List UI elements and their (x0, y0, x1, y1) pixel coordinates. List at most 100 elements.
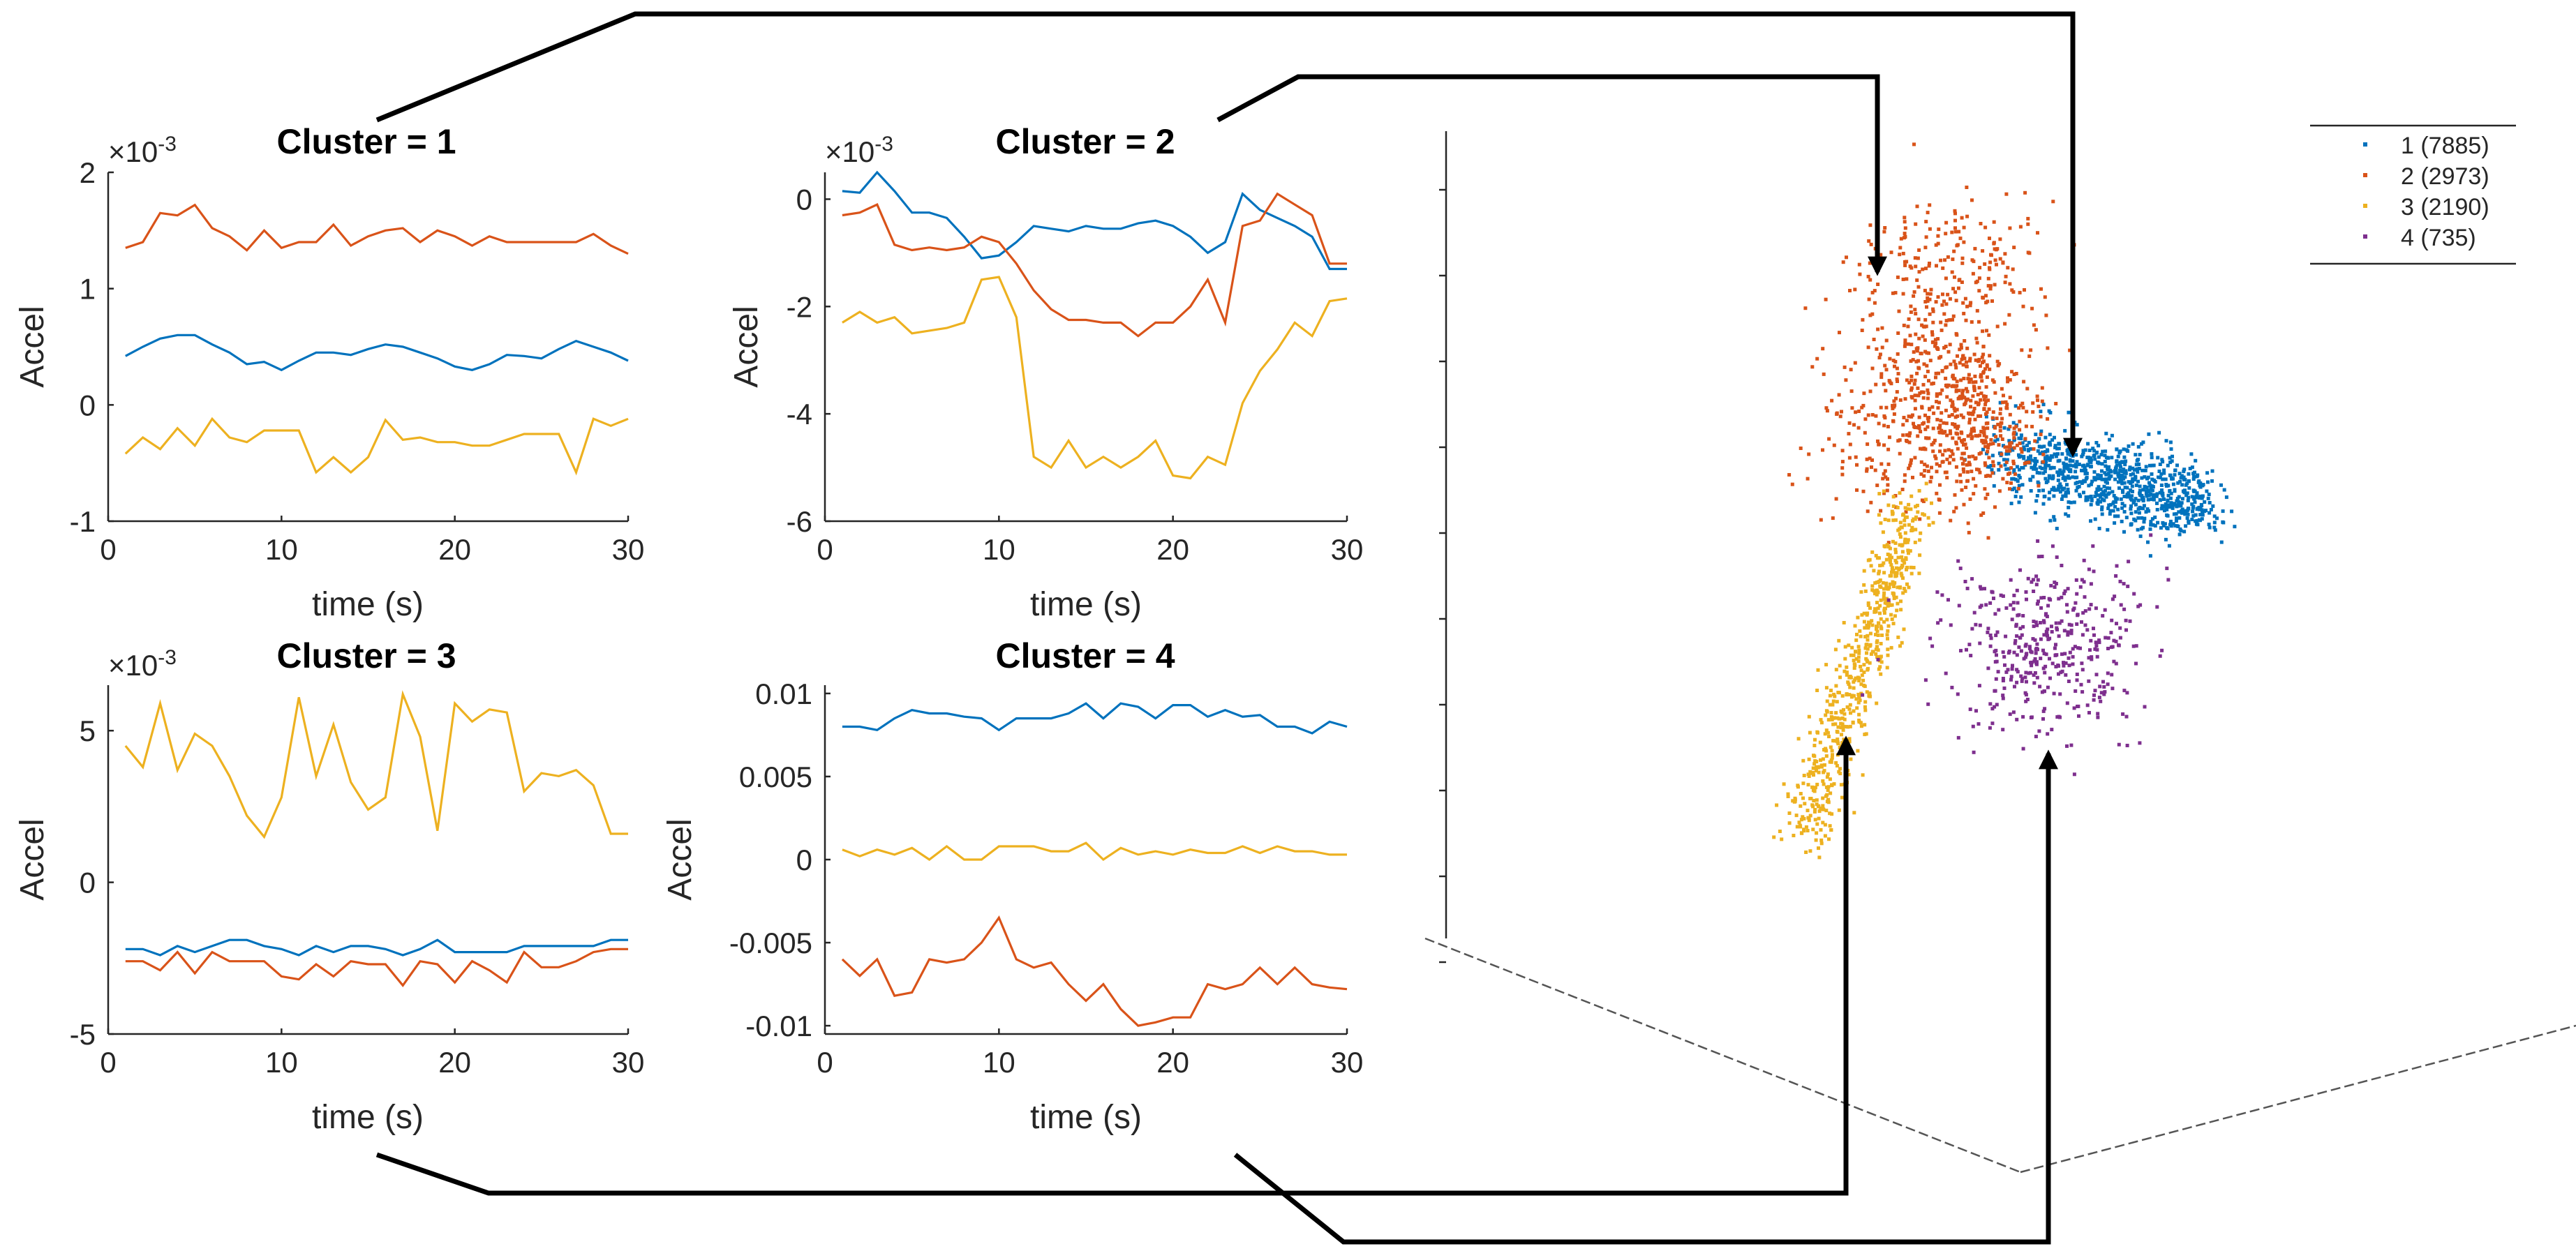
scatter-point (1884, 405, 1889, 410)
y-tick-label: 1 (80, 273, 96, 306)
scatter-point (1815, 822, 1819, 826)
scatter-point (1873, 592, 1877, 596)
scatter-point (2097, 444, 2101, 448)
scatter-point (1794, 814, 1799, 818)
scatter-point (2032, 447, 2036, 451)
scatter-point (2067, 664, 2071, 668)
scatter-point (1890, 570, 1893, 574)
scatter-point (1866, 626, 1870, 630)
scatter-point (2025, 443, 2030, 447)
scatter-point (2221, 520, 2226, 525)
scatter-point (1854, 410, 1858, 414)
scatter-point (2120, 502, 2124, 506)
scatter-point (1862, 620, 1866, 624)
scatter-point (2097, 696, 2101, 700)
scatter-point (2003, 445, 2007, 449)
scatter-point (2019, 433, 2023, 437)
scatter-point (1951, 404, 1955, 408)
scatter-point (2065, 466, 2069, 470)
scatter-point (1839, 744, 1843, 749)
scatter-point (1833, 722, 1838, 726)
scatter-point (1960, 456, 1964, 460)
scatter-point (1933, 344, 1937, 348)
scatter-point (2168, 523, 2172, 527)
scatter-point (2043, 494, 2047, 498)
scatter-point (1997, 461, 2001, 465)
scatter-point (2068, 458, 2072, 462)
scatter-point (1886, 553, 1890, 556)
scatter-point (1937, 371, 1940, 375)
scatter-point (2041, 403, 2046, 407)
scatter-point (1887, 435, 1891, 440)
scatter-point (2041, 502, 2046, 506)
scatter-point (2000, 387, 2004, 391)
scatter-point (1916, 386, 1920, 390)
scatter-point (2198, 494, 2203, 498)
scatter-point (2159, 526, 2163, 530)
scatter-point (1888, 357, 1892, 361)
scatter-point (1956, 426, 1959, 430)
scatter-point (1988, 634, 1993, 637)
scatter-point (2032, 624, 2036, 629)
scatter-point (1890, 603, 1894, 607)
scatter-point (1916, 256, 1920, 260)
scatter-point (2096, 498, 2100, 502)
scatter-point (1927, 436, 1931, 440)
scatter-point (2065, 610, 2069, 614)
scatter-point (1840, 449, 1845, 453)
scatter-point (2102, 498, 2106, 502)
scatter-point (1824, 297, 1828, 301)
scatter-point (2000, 452, 2004, 456)
scatter-point (1878, 564, 1882, 568)
scatter-point (1845, 705, 1849, 709)
scatter-point (1971, 271, 1975, 276)
scatter-point (1880, 563, 1884, 567)
series-line-blue (842, 170, 1347, 271)
scatter-point (2023, 288, 2026, 292)
scatter-point (1926, 391, 1930, 396)
scatter-point (1999, 593, 2003, 597)
scatter-point (1905, 277, 1909, 281)
scatter-point (2017, 474, 2021, 478)
scatter-point (2129, 481, 2133, 485)
scatter-point (1917, 488, 1921, 493)
scatter-point (1973, 246, 1977, 250)
scatter-point (2048, 598, 2053, 602)
scatter-point (2011, 290, 2016, 294)
scatter-point (1847, 682, 1851, 686)
scatter-point (2022, 380, 2026, 384)
scatter-point (2111, 509, 2115, 513)
scatter-point (2036, 398, 2039, 403)
scatter-point (2052, 494, 2056, 498)
scatter-point (2121, 488, 2124, 493)
scatter-point (1898, 520, 1903, 525)
scatter-point (1917, 248, 1921, 252)
scatter-point (1892, 593, 1896, 597)
scatter-point (1901, 423, 1905, 427)
scatter-point (2057, 473, 2060, 477)
scatter-point (2042, 444, 2046, 449)
scatter-point (1862, 671, 1866, 674)
y-tick-label: 0 (80, 867, 96, 899)
scatter-point (1923, 413, 1927, 417)
scatter-point (2092, 569, 2096, 574)
scatter-point (2158, 654, 2162, 658)
scatter-point (2000, 417, 2004, 421)
scatter-point (1896, 601, 1900, 606)
scatter-point (2012, 436, 2016, 440)
scatter-point (1828, 811, 1832, 816)
scatter-point (2039, 414, 2043, 419)
scatter-point (1946, 292, 1950, 297)
scatter-point (1958, 237, 1963, 241)
scatter-3d: 1 (7885)2 (2973)3 (2190)4 (735) (1424, 124, 2576, 1174)
scatter-point (1882, 620, 1886, 624)
scatter-point (2087, 567, 2091, 571)
scatter-point (1902, 587, 1906, 591)
scatter-point (1964, 387, 1968, 391)
scatter-point (1826, 785, 1831, 789)
scatter-point (2212, 520, 2217, 525)
scatter-point (2003, 463, 2007, 467)
scatter-point (2011, 488, 2014, 492)
legend-label: 2 (2973) (2401, 163, 2489, 190)
scatter-point (2113, 514, 2117, 518)
